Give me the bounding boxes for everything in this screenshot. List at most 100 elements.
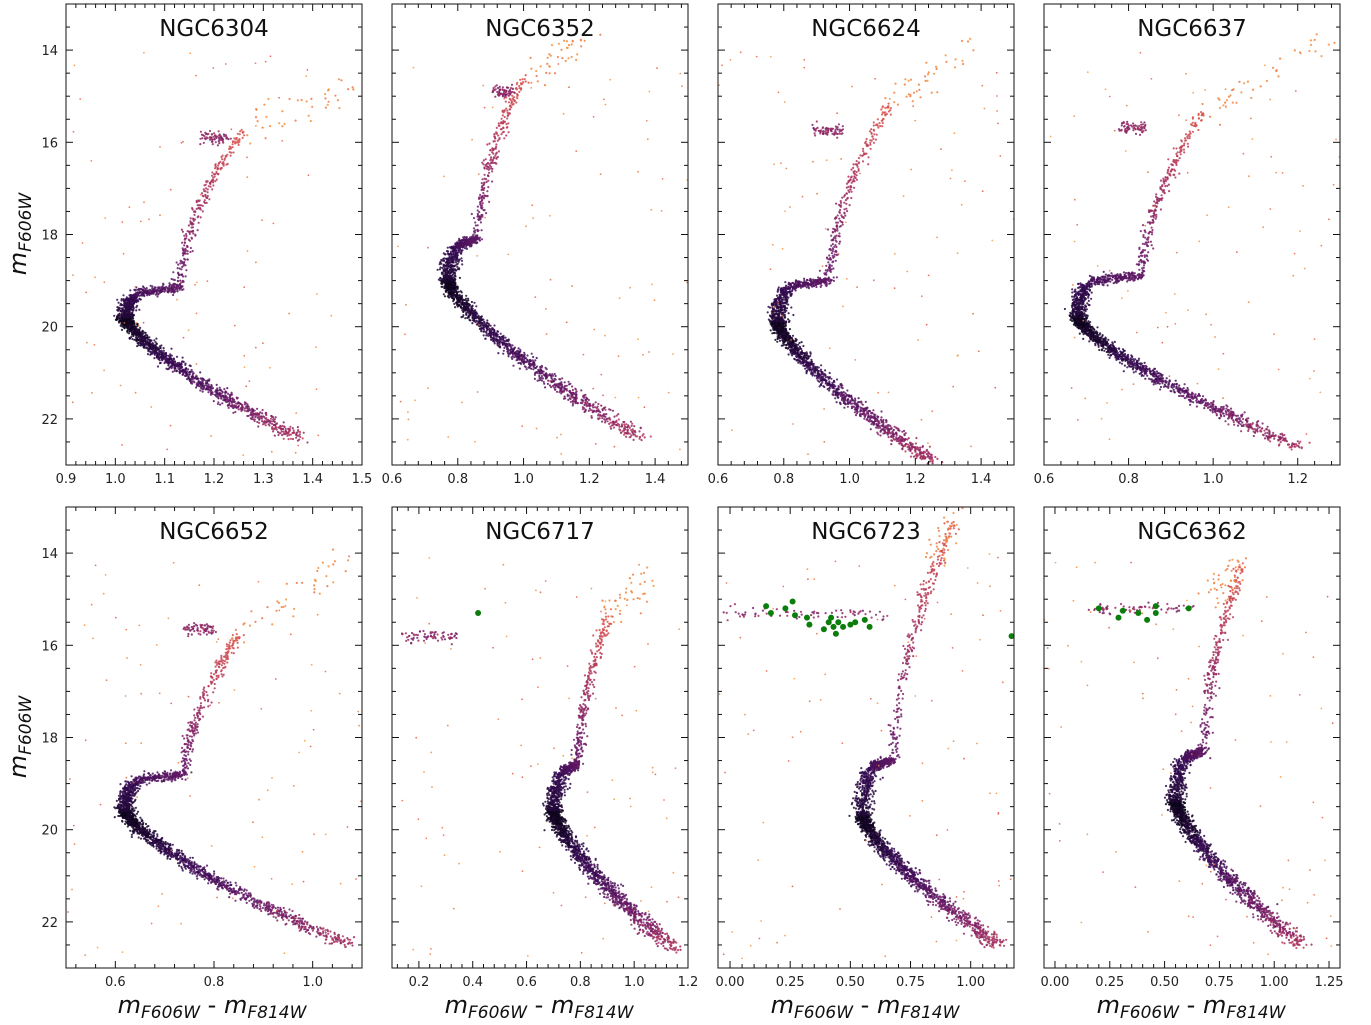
- star-point: [306, 441, 309, 444]
- star-point: [507, 349, 510, 352]
- star-point: [245, 405, 248, 408]
- star-point: [528, 358, 532, 362]
- star-point: [283, 425, 286, 429]
- panel-title: NGC6352: [485, 16, 595, 42]
- star-point: [269, 366, 271, 369]
- star-point: [216, 393, 219, 396]
- star-point: [217, 162, 220, 165]
- star-point: [511, 90, 514, 94]
- star-point: [532, 363, 536, 366]
- star-point: [193, 213, 196, 216]
- star-point: [622, 420, 625, 424]
- star-point: [470, 310, 473, 314]
- star-point: [679, 72, 682, 75]
- star-point: [130, 316, 133, 319]
- star-point: [278, 96, 280, 99]
- star-point: [86, 341, 88, 344]
- star-point: [556, 55, 560, 59]
- star-point: [182, 140, 184, 143]
- star-point: [186, 258, 189, 261]
- star-point: [150, 352, 153, 355]
- star-point: [218, 391, 221, 394]
- star-point: [614, 396, 617, 399]
- star-point: [205, 201, 208, 204]
- star-point: [502, 337, 505, 340]
- star-point: [195, 377, 198, 380]
- star-point: [230, 128, 233, 131]
- star-point: [461, 300, 464, 303]
- star-point: [540, 372, 544, 375]
- star-point: [93, 343, 96, 346]
- star-point: [301, 437, 304, 440]
- star-point: [597, 402, 600, 406]
- star-point: [462, 301, 465, 305]
- star-point: [493, 135, 496, 138]
- star-point: [187, 368, 190, 371]
- star-point: [618, 297, 621, 299]
- star-point: [163, 361, 166, 365]
- star-point: [215, 391, 218, 394]
- star-point: [128, 326, 131, 329]
- star-point: [535, 74, 538, 78]
- star-point: [444, 290, 447, 293]
- star-point: [135, 309, 138, 312]
- star-point: [584, 410, 587, 413]
- star-point: [509, 104, 512, 107]
- star-point: [141, 293, 144, 296]
- star-point: [904, 450, 907, 453]
- star-point: [470, 305, 473, 308]
- star-point: [189, 364, 192, 368]
- star-point: [144, 331, 147, 334]
- star-point: [201, 377, 204, 380]
- star-point: [454, 294, 457, 298]
- star-point: [456, 302, 459, 305]
- star-point: [481, 185, 484, 188]
- star-point: [179, 262, 182, 265]
- star-point: [500, 117, 503, 120]
- star-point: [155, 352, 159, 355]
- star-point: [478, 322, 481, 325]
- y-tick-label: 22: [41, 413, 58, 428]
- star-point: [478, 323, 480, 326]
- star-point: [488, 330, 491, 333]
- star-point: [560, 392, 563, 395]
- star-point: [191, 222, 194, 225]
- star-point: [880, 419, 883, 422]
- star-point: [211, 143, 214, 146]
- star-point: [251, 408, 255, 411]
- star-point: [518, 87, 521, 90]
- star-point: [264, 424, 267, 427]
- star-point: [503, 97, 506, 100]
- star-point: [571, 391, 575, 394]
- star-point: [476, 241, 479, 244]
- star-point: [835, 401, 838, 404]
- star-point: [625, 435, 628, 438]
- star-point: [828, 389, 831, 392]
- star-point: [175, 364, 178, 367]
- star-point: [263, 415, 266, 419]
- star-point: [485, 212, 488, 215]
- star-point: [507, 86, 510, 89]
- star-point: [455, 255, 458, 259]
- star-point: [140, 288, 143, 291]
- star-point: [532, 365, 535, 369]
- star-point: [494, 137, 497, 140]
- star-point: [126, 326, 129, 329]
- star-point: [491, 167, 494, 170]
- star-point: [279, 426, 282, 429]
- star-point: [251, 410, 254, 413]
- star-point: [630, 424, 633, 427]
- star-point: [498, 91, 501, 94]
- star-point: [191, 373, 194, 376]
- star-point: [291, 427, 294, 430]
- star-point: [583, 407, 586, 410]
- x-tick-label: 0.9: [56, 472, 77, 487]
- star-point: [580, 45, 583, 48]
- star-point: [651, 283, 653, 286]
- star-point: [456, 257, 459, 260]
- star-point: [549, 214, 551, 217]
- star-point: [476, 209, 479, 212]
- star-point: [210, 435, 213, 437]
- star-point: [480, 188, 483, 192]
- star-point: [540, 376, 543, 380]
